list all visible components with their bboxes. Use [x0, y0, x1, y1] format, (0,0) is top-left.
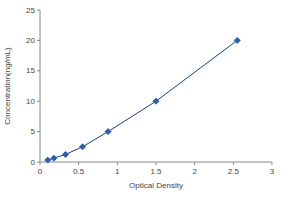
x-tick	[156, 162, 157, 165]
plot-area	[45, 37, 240, 163]
x-tick	[78, 162, 79, 165]
y-tick-label: 5	[31, 127, 36, 136]
x-tick	[117, 162, 118, 165]
y-tick-label: 25	[26, 6, 35, 15]
point	[63, 151, 69, 157]
point	[105, 129, 111, 135]
x-tick-label: 2.5	[228, 167, 240, 176]
point	[153, 98, 159, 104]
x-tick-label: 0	[38, 167, 43, 176]
point	[80, 144, 86, 150]
y-tick-label: 15	[26, 66, 35, 75]
x-tick-label: 3	[270, 167, 275, 176]
y-tick	[37, 101, 40, 102]
y-tick	[37, 131, 40, 132]
point	[51, 155, 57, 161]
y-tick-label: 20	[26, 36, 35, 45]
x-tick-label: 1.5	[150, 167, 162, 176]
point	[45, 157, 51, 163]
y-axis	[40, 10, 41, 162]
y-axis-title: Concentration(ng/mL)	[3, 47, 12, 125]
x-tick	[233, 162, 234, 165]
chart: 0 5 10 15 20 25 0 0.5 1 1.5 2 2.5 3 Optical Density Co…	[0, 0, 300, 200]
y-tick-label: 10	[26, 97, 35, 106]
x-tick	[272, 162, 273, 165]
y-tick-label: 0	[31, 158, 36, 167]
x-tick	[194, 162, 195, 165]
x-tick-label: 1	[115, 167, 120, 176]
x-axis-title: Optical Density	[129, 181, 183, 190]
x-tick-label: 0.5	[73, 167, 85, 176]
y-tick	[37, 70, 40, 71]
x-tick-label: 2	[192, 167, 197, 176]
curve	[48, 40, 237, 160]
x-tick	[40, 162, 41, 165]
point	[234, 37, 240, 43]
y-tick	[37, 40, 40, 41]
y-tick	[37, 10, 40, 11]
